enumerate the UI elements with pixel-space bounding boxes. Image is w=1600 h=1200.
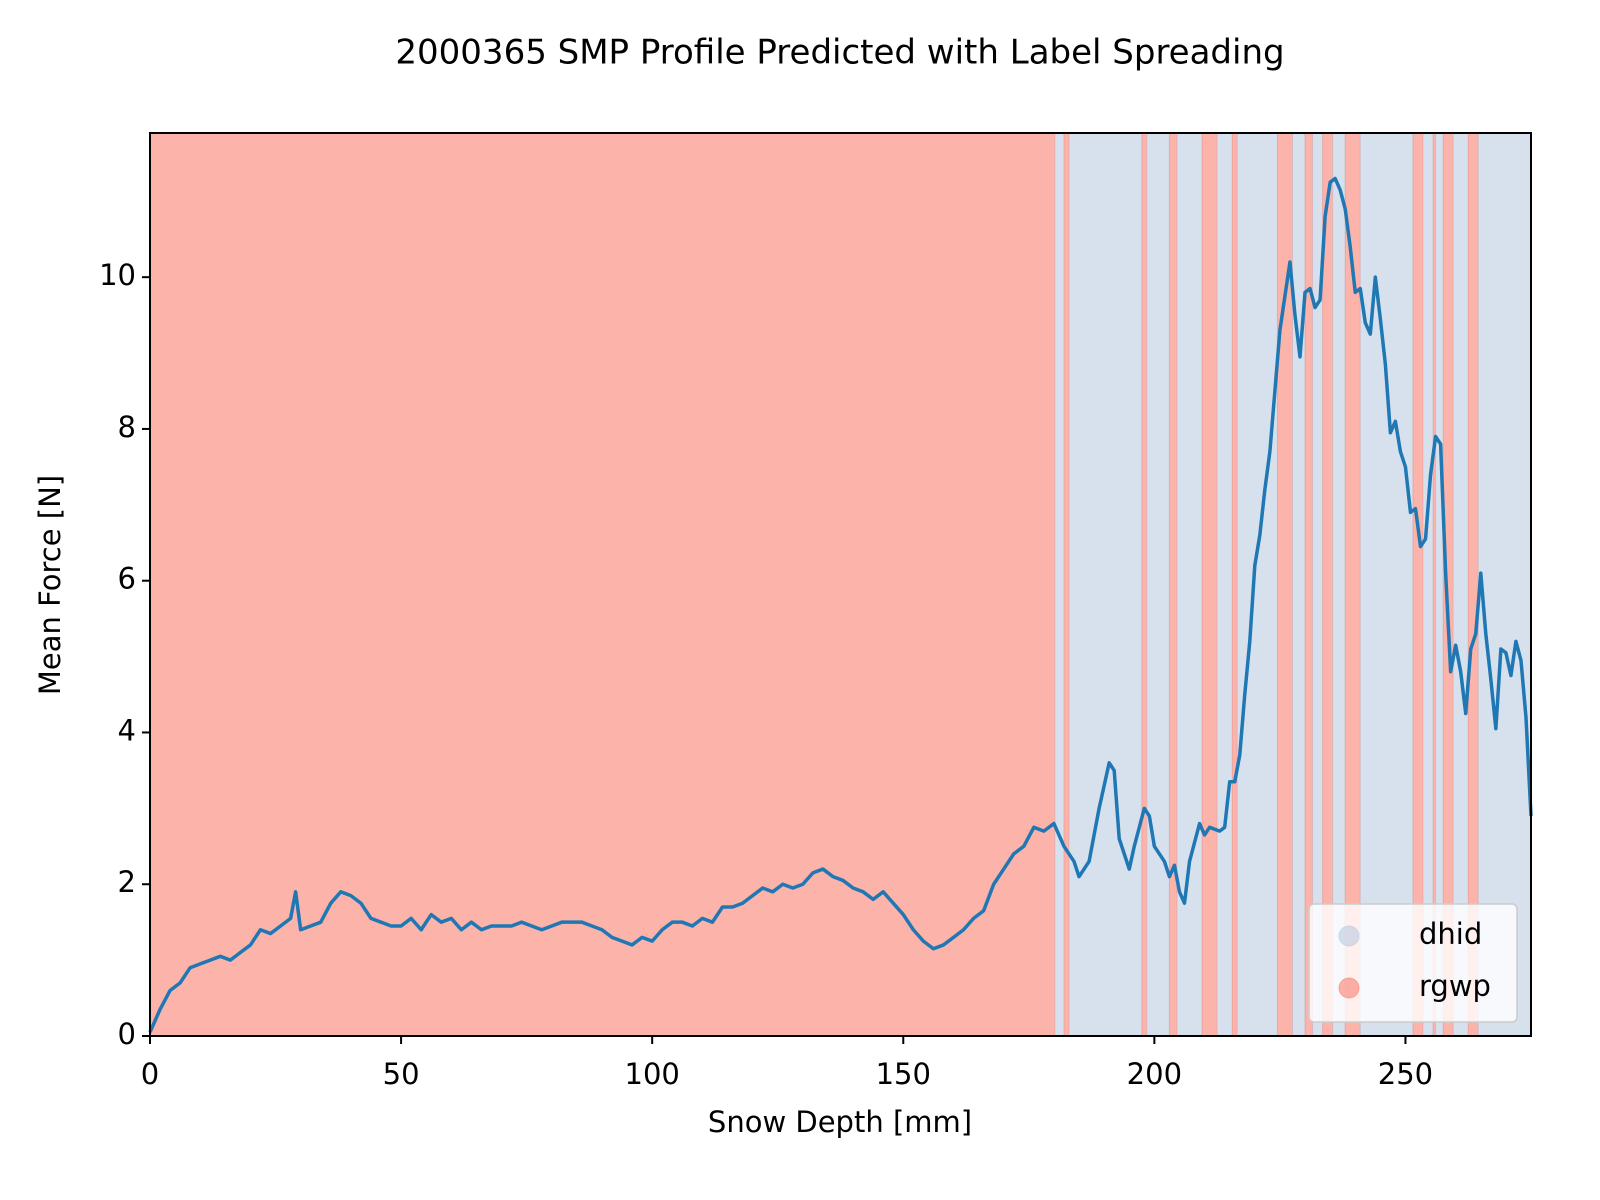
legend-label: dhid — [1419, 917, 1482, 951]
x-tick-label: 50 — [383, 1057, 420, 1091]
region — [1322, 132, 1334, 1037]
legend-box — [1308, 903, 1518, 1023]
region — [1231, 132, 1238, 1037]
region — [1359, 132, 1414, 1037]
lines — [148, 176, 1533, 1033]
x-axis-label: Snow Depth [mm] — [708, 1105, 972, 1139]
legend-marker — [1338, 925, 1360, 947]
region — [1141, 132, 1148, 1037]
legend-label: rgwp — [1419, 969, 1491, 1003]
region — [1146, 132, 1170, 1037]
y-tick-label: 4 — [118, 713, 136, 747]
x-tick-label: 200 — [1127, 1057, 1182, 1091]
region — [1176, 132, 1203, 1037]
region — [1304, 132, 1314, 1037]
y-tick-label: 8 — [118, 410, 136, 444]
region — [1201, 132, 1218, 1037]
region — [1291, 132, 1306, 1037]
data-line — [148, 176, 1533, 1033]
region — [1452, 132, 1469, 1037]
region — [1054, 132, 1065, 1037]
region — [1168, 132, 1178, 1037]
regions — [149, 132, 1532, 1037]
x-tick-label: 250 — [1378, 1057, 1433, 1091]
legend: dhid rgwp — [1308, 903, 1518, 1023]
plot-frame — [149, 132, 1532, 1037]
region — [1063, 132, 1070, 1037]
x-tick-label: 150 — [876, 1057, 931, 1091]
x-tick-label: 0 — [141, 1057, 159, 1091]
region — [1412, 132, 1424, 1037]
y-tick-label: 2 — [118, 865, 136, 899]
axes: 0 50 100 150 200 250 0 2 4 6 8 10 — [99, 132, 1532, 1091]
region — [149, 132, 1056, 1037]
region — [1068, 132, 1143, 1037]
region — [1477, 132, 1532, 1037]
region — [1216, 132, 1233, 1037]
region — [1467, 132, 1479, 1037]
y-tick-label: 0 — [118, 1017, 136, 1051]
region — [1435, 132, 1444, 1037]
region — [1332, 132, 1346, 1037]
chart-title: 2000365 SMP Profile Predicted with Label… — [395, 33, 1284, 73]
region — [1236, 132, 1278, 1037]
region — [1422, 132, 1434, 1037]
y-tick-label: 10 — [99, 258, 136, 292]
y-axis-label: Mean Force [N] — [33, 475, 67, 695]
legend-marker — [1338, 977, 1360, 999]
x-tick-label: 100 — [625, 1057, 680, 1091]
y-tick-label: 6 — [118, 562, 136, 596]
